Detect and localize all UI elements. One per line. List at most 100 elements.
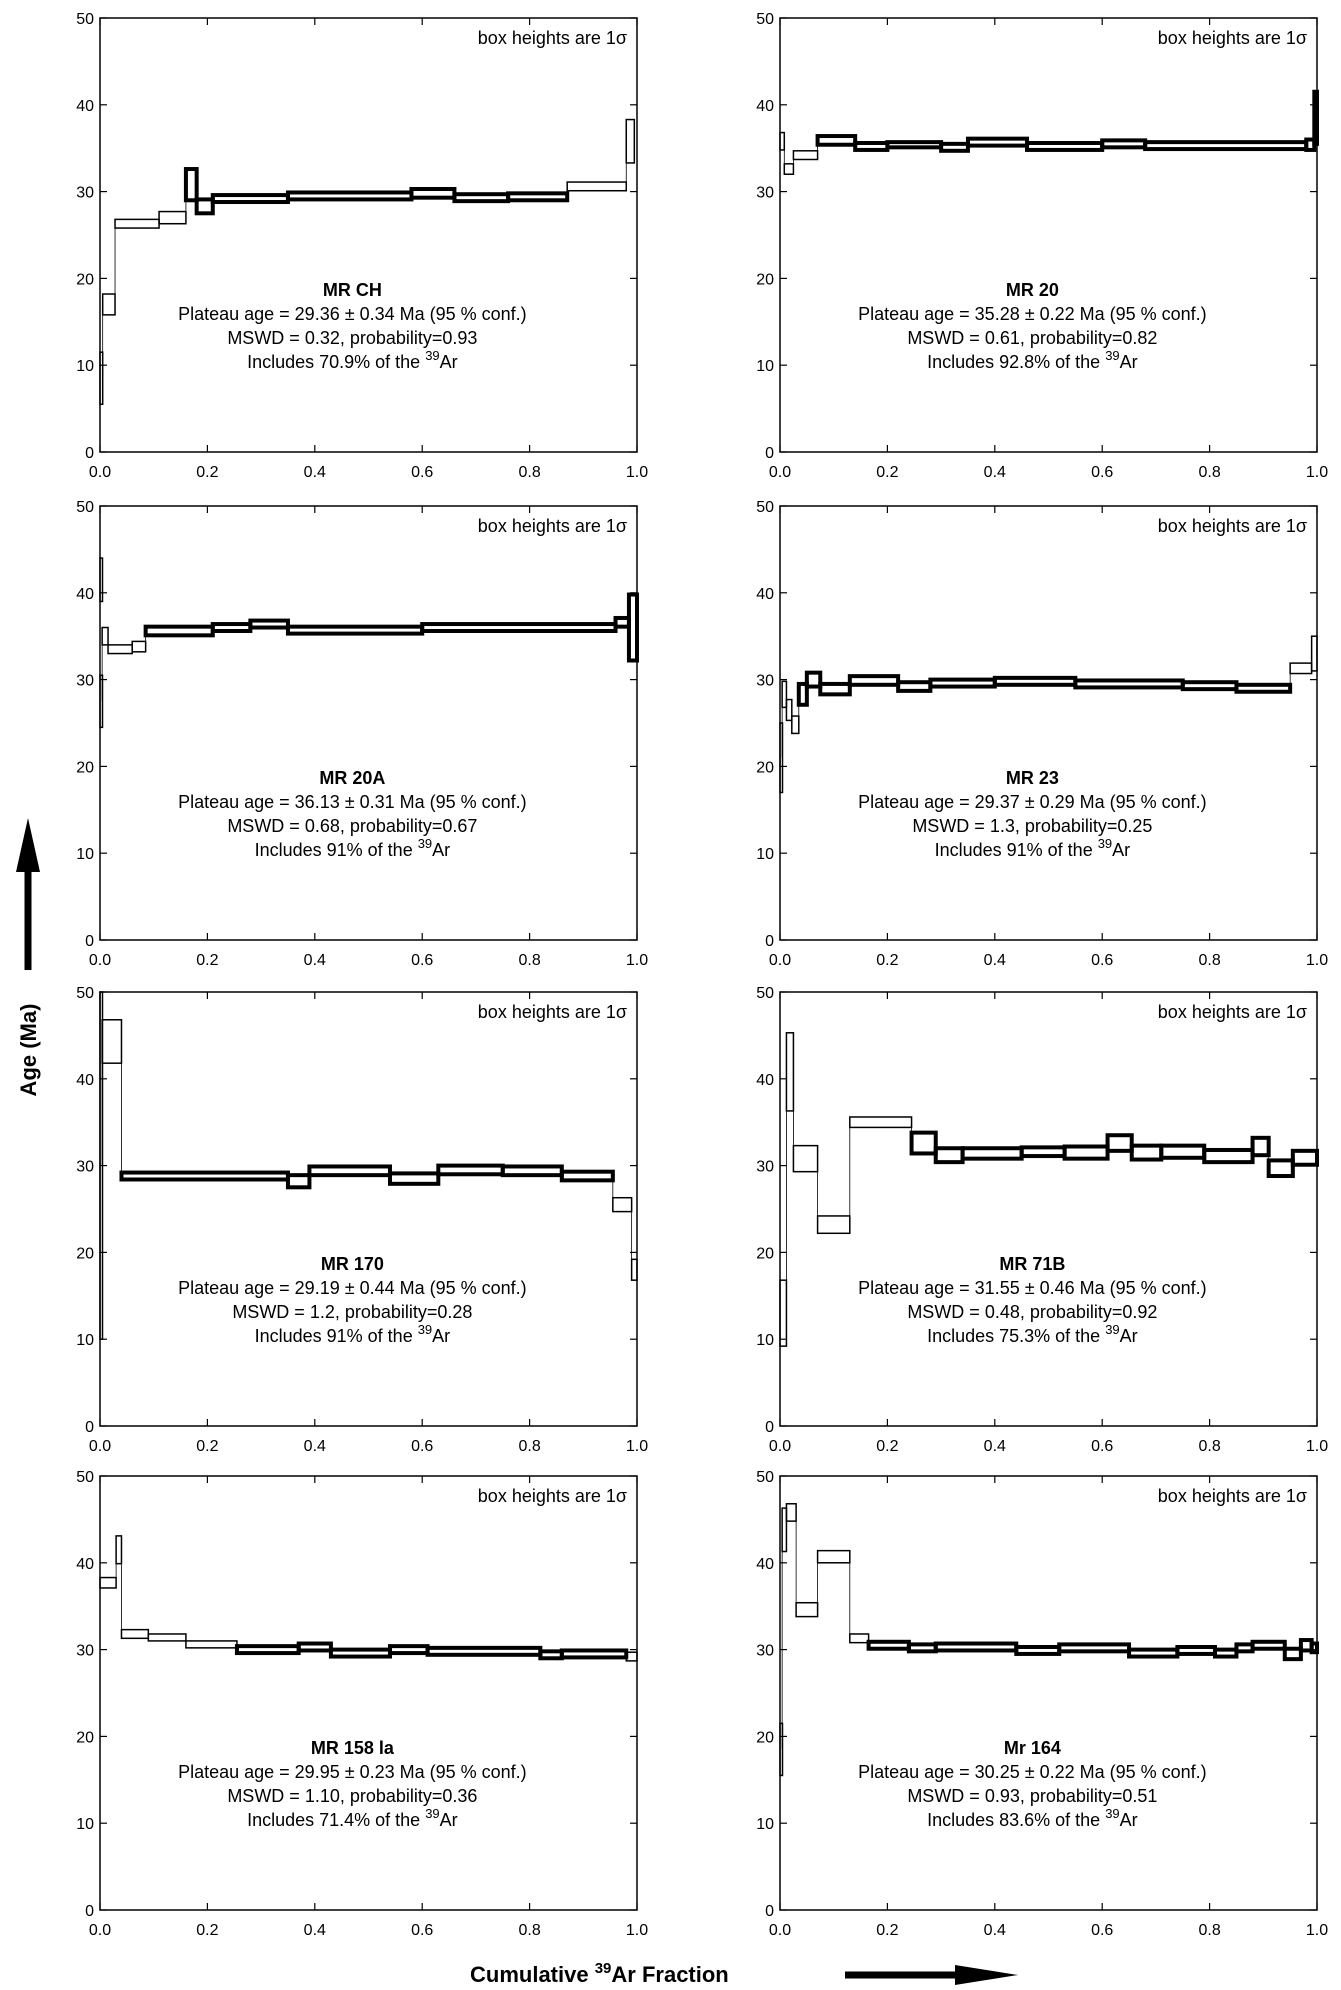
step-box xyxy=(816,1215,851,1235)
step-box xyxy=(99,557,104,603)
y-tick-label: 50 xyxy=(756,11,774,28)
x-tick-label: 0.4 xyxy=(304,1438,326,1455)
step-box xyxy=(781,680,788,709)
y-tick-label: 50 xyxy=(76,1469,94,1486)
x-tick-label: 1.0 xyxy=(1306,1922,1328,1939)
plateau-age-text: Plateau age = 30.25 ± 0.22 Ma (95 % conf… xyxy=(858,1762,1207,1782)
plateau-step-box xyxy=(1159,1143,1207,1160)
step-box xyxy=(1289,662,1313,675)
plateau-step-box xyxy=(796,681,809,707)
step-box xyxy=(791,715,800,735)
x-tick-label: 0.0 xyxy=(769,952,791,969)
sample-name: MR 23 xyxy=(1006,768,1059,788)
plateau-step-box xyxy=(906,1642,938,1654)
plateau-step-box xyxy=(119,1170,290,1182)
y-tick-label: 10 xyxy=(76,1332,94,1349)
y-tick-label: 40 xyxy=(756,586,774,603)
x-tick-label: 1.0 xyxy=(626,952,648,969)
x-tick-label: 0.4 xyxy=(984,1438,1006,1455)
x-axis-arrowhead xyxy=(955,1965,1018,1985)
plateau-step-box xyxy=(296,1641,333,1653)
y-tick-label: 0 xyxy=(85,445,94,462)
sample-name: MR 20 xyxy=(1006,280,1059,300)
x-tick-label: 0.4 xyxy=(984,464,1006,481)
x-tick-label: 0.4 xyxy=(304,952,326,969)
step-box xyxy=(792,150,819,161)
plateau-step-box xyxy=(933,1146,965,1165)
plateau-step-box xyxy=(1057,1642,1132,1654)
step-box xyxy=(779,1722,784,1777)
step-box xyxy=(1310,635,1318,672)
y-tick-label: 0 xyxy=(85,933,94,950)
box-height-note: box heights are 1σ xyxy=(1158,516,1307,536)
spectrum-panels: 0 10 20 30 40 50 0.0 0.2 0.4 0.6 0.8 1.0 box heights… xyxy=(76,11,1328,1939)
step-box xyxy=(785,1032,795,1112)
plateau-step-box xyxy=(1180,680,1239,692)
y-tick-label: 20 xyxy=(76,759,94,776)
plateau-age-text: Plateau age = 29.19 ± 0.44 Ma (95 % conf… xyxy=(178,1278,527,1298)
step-box xyxy=(131,640,147,653)
x-tick-label: 0.4 xyxy=(984,1922,1006,1939)
plot-frame xyxy=(99,505,638,941)
plateau-step-box xyxy=(1312,89,1319,146)
sample-name: MR 170 xyxy=(321,1254,384,1274)
step-box xyxy=(792,1144,819,1173)
x-tick-label: 0.2 xyxy=(876,1438,898,1455)
y-tick-label: 0 xyxy=(765,1903,774,1920)
plateau-step-box xyxy=(1073,678,1185,690)
spectrum-panel: 0 10 20 30 40 50 0.0 0.2 0.4 0.6 0.8 1.0 box heights… xyxy=(76,11,648,481)
x-tick-label: 0.2 xyxy=(876,952,898,969)
y-axis-label: Age (Ma) xyxy=(16,1004,41,1097)
mswd-text: MSWD = 0.93, probability=0.51 xyxy=(907,1786,1157,1806)
plateau-step-box xyxy=(1290,1148,1319,1167)
step-box xyxy=(120,1628,150,1640)
x-tick-label: 0.4 xyxy=(984,952,1006,969)
y-tick-label: 20 xyxy=(76,271,94,288)
plateau-step-box xyxy=(1250,1639,1287,1651)
y-tick-label: 50 xyxy=(76,985,94,1002)
x-tick-label: 0.0 xyxy=(769,1922,791,1939)
plateau-step-box xyxy=(500,1164,564,1178)
plateau-step-box xyxy=(992,675,1078,687)
plateau-step-box xyxy=(420,622,618,633)
step-box xyxy=(566,181,628,192)
step-box xyxy=(625,1651,638,1662)
plateau-step-box xyxy=(815,134,858,147)
plateau-step-box xyxy=(210,193,290,205)
y-tick-label: 30 xyxy=(76,185,94,202)
plateau-age-text: Plateau age = 29.95 ± 0.23 Ma (95 % conf… xyxy=(178,1762,527,1782)
includes-text: Includes 71.4% of the 39Ar xyxy=(247,1806,458,1830)
plateau-step-box xyxy=(1266,1158,1295,1179)
plateau-age-text: Plateau age = 35.28 ± 0.22 Ma (95 % conf… xyxy=(858,304,1207,324)
plateau-step-box xyxy=(1175,1644,1217,1656)
sample-name: Mr 164 xyxy=(1004,1738,1061,1758)
includes-text: Includes 91% of the 39Ar xyxy=(255,836,451,860)
y-tick-label: 40 xyxy=(756,1072,774,1089)
plateau-step-box xyxy=(1025,140,1105,152)
step-box xyxy=(849,1633,870,1644)
y-tick-label: 10 xyxy=(756,1816,774,1833)
y-tick-label: 20 xyxy=(756,271,774,288)
sample-name: MR 71B xyxy=(999,1254,1065,1274)
plateau-step-box xyxy=(1212,1647,1239,1659)
plateau-step-box xyxy=(847,674,901,687)
plateau-step-box xyxy=(928,677,997,689)
x-tick-label: 0.6 xyxy=(1091,464,1113,481)
y-tick-label: 20 xyxy=(756,759,774,776)
y-tick-label: 30 xyxy=(756,1159,774,1176)
y-tick-label: 0 xyxy=(765,933,774,950)
spectrum-panel: 0 10 20 30 40 50 0.0 0.2 0.4 0.6 0.8 1.0 box heights… xyxy=(756,11,1328,481)
plateau-step-box xyxy=(939,141,970,153)
x-tick-label: 0.6 xyxy=(1091,1438,1113,1455)
spectrum-panel: 0 10 20 30 40 50 0.0 0.2 0.4 0.6 0.8 1.0 box heights… xyxy=(756,499,1328,969)
plateau-step-box xyxy=(1202,1147,1255,1165)
y-tick-label: 10 xyxy=(756,358,774,375)
mswd-text: MSWD = 0.68, probability=0.67 xyxy=(227,816,477,836)
x-tick-label: 1.0 xyxy=(626,1438,648,1455)
plateau-age-text: Plateau age = 36.13 ± 0.31 Ma (95 % conf… xyxy=(178,792,527,812)
step-box xyxy=(779,1279,788,1347)
plateau-step-box xyxy=(1282,1646,1303,1662)
x-tick-label: 0.6 xyxy=(1091,1922,1113,1939)
y-tick-label: 50 xyxy=(756,985,774,1002)
plateau-step-box xyxy=(1143,140,1309,152)
